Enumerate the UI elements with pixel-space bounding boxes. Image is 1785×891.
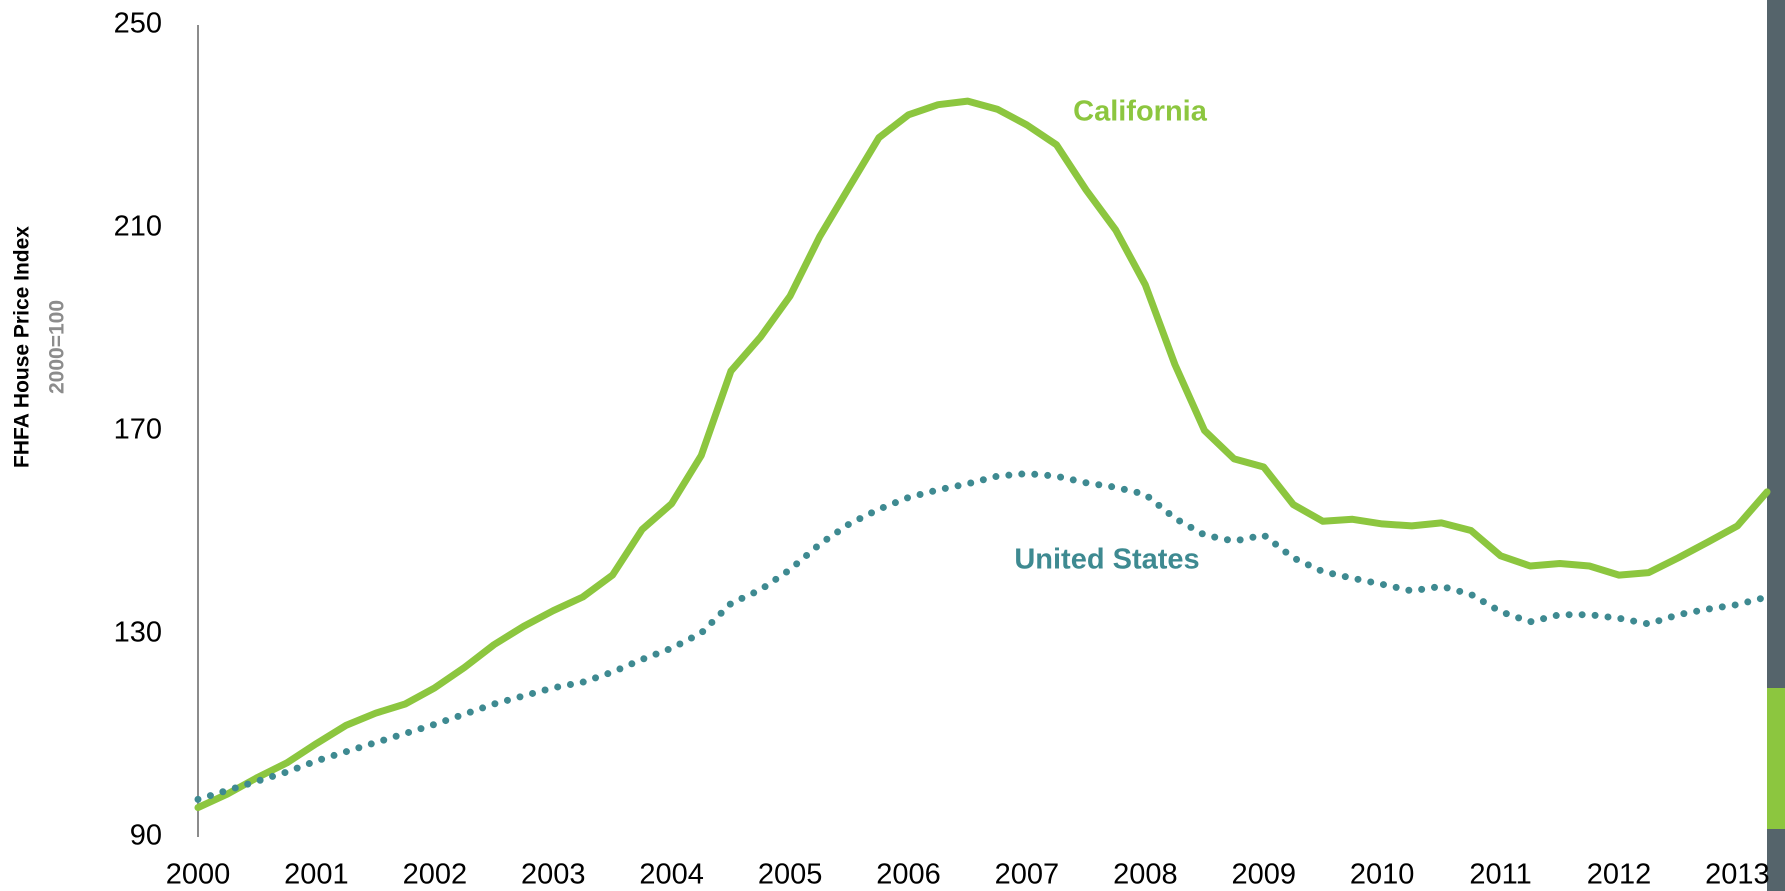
series-line [194,470,1771,803]
x-tick-label: 2008 [1113,859,1178,891]
x-tick-label: 2003 [521,859,586,891]
x-tick-label: 2002 [403,859,468,891]
x-tick-label: 2012 [1587,859,1652,891]
y-tick-label: 90 [130,820,162,852]
side-accent [1767,688,1785,829]
x-tick-label: 2010 [1350,859,1415,891]
x-tick-label: 2007 [995,859,1060,891]
x-tick-label: 2006 [876,859,941,891]
x-tick-label: 2001 [284,859,349,891]
y-tick-label: 130 [114,617,162,649]
y-axis-sublabel: 2000=100 [46,300,69,394]
series-label: United States [1014,544,1199,576]
x-tick-label: 2013 [1705,859,1770,891]
x-tick-label: 2011 [1469,859,1531,891]
series-line [194,97,1771,812]
y-axis-label: FHFA House Price Index [11,226,34,468]
x-tick-label: 2000 [166,859,231,891]
x-tick-label: 2005 [758,859,823,891]
x-tick-label: 2004 [639,859,704,891]
side-panel [1767,0,1785,891]
y-tick-label: 250 [114,8,162,40]
y-tick-label: 210 [114,211,162,243]
y-tick-label: 170 [114,414,162,446]
series-label: California [1073,96,1208,128]
x-tick-label: 2009 [1231,859,1296,891]
